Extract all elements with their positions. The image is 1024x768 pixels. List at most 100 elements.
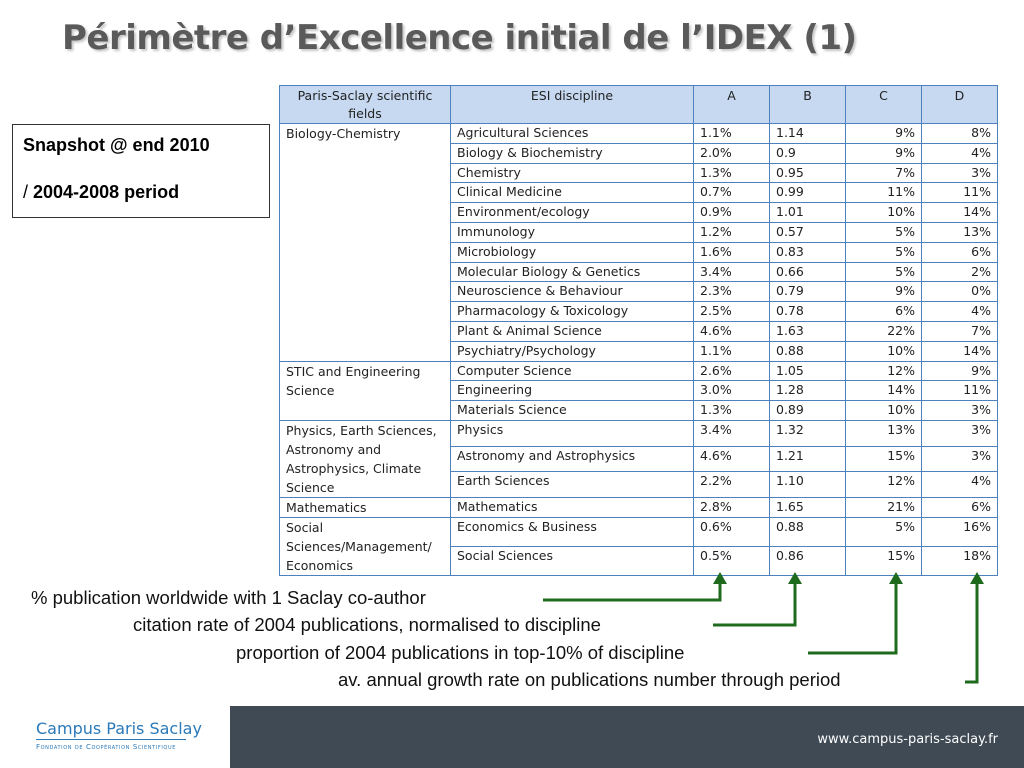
field-cell: Biology-Chemistry	[279, 123, 451, 362]
discipline-cell: Biology & Biochemistry	[450, 142, 694, 164]
value-a-cell: 4.6%	[693, 445, 770, 473]
discipline-cell: Earth Sciences	[450, 471, 694, 498]
value-d-cell: 3%	[921, 419, 998, 447]
table-row: Mathematics Mathematics 2.8% 1.65 21% 6%	[279, 496, 998, 518]
table-row: Clinical Medicine 0.7% 0.99 11% 11%	[280, 182, 998, 204]
header-a: A	[693, 85, 770, 124]
table-row: Biology & Biochemistry 2.0% 0.9 9% 4%	[280, 142, 998, 164]
value-d-cell: 11%	[921, 380, 998, 402]
value-b-cell: 0.89	[769, 400, 846, 421]
value-a-cell: 1.1%	[693, 123, 770, 144]
slide-title: Périmètre d’Excellence initial de l’IDEX…	[62, 18, 857, 58]
snapshot-line-2: / 2004-2008 period	[23, 182, 269, 203]
arrowhead-d-icon	[970, 572, 984, 584]
discipline-cell: Neuroscience & Behaviour	[450, 281, 694, 303]
snapshot-box: Snapshot @ end 2010 / 2004-2008 period	[12, 124, 270, 218]
table-row: Psychiatry/Psychology 1.1% 0.88 10% 14%	[280, 340, 998, 362]
footer-bar: Campus Paris Saclay Fondation de Coopéra…	[0, 706, 1024, 768]
footer-logo[interactable]: Campus Paris Saclay Fondation de Coopéra…	[0, 706, 230, 768]
value-a-cell: 4.6%	[693, 320, 770, 342]
value-d-cell: 14%	[921, 340, 998, 362]
value-d-cell: 2%	[921, 261, 998, 283]
legend-a: % publication worldwide with 1 Saclay co…	[31, 587, 426, 608]
logo-name: Campus Paris Saclay	[36, 719, 202, 738]
logo-rule	[36, 739, 186, 740]
value-b-cell: 0.99	[769, 182, 846, 204]
esi-table: Paris-Saclay scientific fields ESI disci…	[279, 85, 998, 576]
arrow-b-icon	[713, 581, 797, 627]
discipline-cell: Materials Science	[450, 400, 694, 421]
value-c-cell: 5%	[845, 516, 922, 547]
value-d-cell: 6%	[921, 241, 998, 263]
table-header-row: Paris-Saclay scientific fields ESI disci…	[279, 85, 998, 124]
value-d-cell: 13%	[921, 221, 998, 243]
value-a-cell: 2.6%	[693, 360, 770, 382]
arrowhead-c-icon	[889, 572, 903, 584]
value-d-cell: 0%	[921, 281, 998, 303]
field-cell: STIC and Engineering Science	[279, 360, 451, 421]
field-cell: Social Sciences/Management/ Economics	[279, 516, 451, 576]
value-c-cell: 15%	[845, 445, 922, 473]
value-a-cell: 3.4%	[693, 261, 770, 283]
table-row: Chemistry 1.3% 0.95 7% 3%	[280, 162, 998, 184]
snapshot-line-1: Snapshot @ end 2010	[23, 135, 210, 155]
arrow-a-icon	[543, 581, 722, 602]
table-row: Astronomy and Astrophysics 4.6% 1.21 15% 3%	[280, 445, 998, 473]
value-d-cell: 3%	[921, 400, 998, 421]
legend-b: citation rate of 2004 publications, norm…	[133, 614, 601, 635]
value-d-cell: 4%	[921, 301, 998, 322]
table-row: Engineering 3.0% 1.28 14% 11%	[280, 380, 998, 402]
value-b-cell: 1.63	[769, 320, 846, 342]
discipline-cell: Physics	[450, 419, 694, 447]
discipline-cell: Agricultural Sciences	[450, 123, 694, 144]
header-fields: Paris-Saclay scientific fields	[279, 85, 451, 124]
discipline-cell: Pharmacology & Toxicology	[450, 301, 694, 322]
legend-d: av. annual growth rate on publications n…	[338, 669, 841, 690]
arrowhead-a-icon	[713, 572, 727, 584]
value-b-cell: 1.01	[769, 202, 846, 223]
table-row: Environment/ecology 0.9% 1.01 10% 14%	[280, 202, 998, 223]
value-d-cell: 18%	[921, 545, 998, 576]
discipline-cell: Astronomy and Astrophysics	[450, 445, 694, 473]
value-a-cell: 0.7%	[693, 182, 770, 204]
arrow-d-icon	[965, 581, 979, 684]
value-c-cell: 10%	[845, 400, 922, 421]
value-b-cell: 1.10	[769, 471, 846, 498]
value-c-cell: 14%	[845, 380, 922, 402]
value-c-cell: 11%	[845, 182, 922, 204]
value-d-cell: 14%	[921, 202, 998, 223]
value-b-cell: 0.86	[769, 545, 846, 576]
table-row: Neuroscience & Behaviour 2.3% 0.79 9% 0%	[280, 281, 998, 303]
value-a-cell: 3.4%	[693, 419, 770, 447]
header-d: D	[921, 85, 998, 124]
legend-c: proportion of 2004 publications in top-1…	[236, 642, 685, 663]
value-a-cell: 1.3%	[693, 400, 770, 421]
discipline-cell: Psychiatry/Psychology	[450, 340, 694, 362]
table-row: Plant & Animal Science 4.6% 1.63 22% 7%	[280, 320, 998, 342]
value-b-cell: 1.32	[769, 419, 846, 447]
table-row: Social Sciences 0.5% 0.86 15% 18%	[280, 545, 998, 576]
footer-url-link[interactable]: www.campus-paris-saclay.fr	[817, 732, 998, 747]
snapshot-period: 2004-2008 period	[28, 182, 180, 202]
table-row: Immunology 1.2% 0.57 5% 13%	[280, 221, 998, 243]
header-discipline: ESI discipline	[450, 85, 694, 124]
arrowhead-b-icon	[788, 572, 802, 584]
legend-arrows	[543, 572, 984, 684]
table-row: Materials Science 1.3% 0.89 10% 3%	[280, 400, 998, 421]
value-a-cell: 1.3%	[693, 162, 770, 184]
snapshot-slash: /	[23, 182, 29, 202]
value-a-cell: 2.0%	[693, 142, 770, 164]
discipline-cell: Mathematics	[450, 496, 694, 518]
value-d-cell: 16%	[921, 516, 998, 547]
table-row: Earth Sciences 2.2% 1.10 12% 4%	[280, 471, 998, 498]
table-row: Social Sciences/Management/ Economics Eco…	[279, 516, 998, 576]
table-body: Biology-Chemistry Agricultural Sciences 1.…	[279, 123, 998, 576]
header-c: C	[845, 85, 922, 124]
discipline-cell: Social Sciences	[450, 545, 694, 576]
logo-subtitle: Fondation de Coopération Scientifique	[36, 743, 176, 751]
value-c-cell: 12%	[845, 471, 922, 498]
value-b-cell: 1.21	[769, 445, 846, 473]
value-a-cell: 0.5%	[693, 545, 770, 576]
discipline-cell: Clinical Medicine	[450, 182, 694, 204]
value-d-cell: 3%	[921, 445, 998, 473]
